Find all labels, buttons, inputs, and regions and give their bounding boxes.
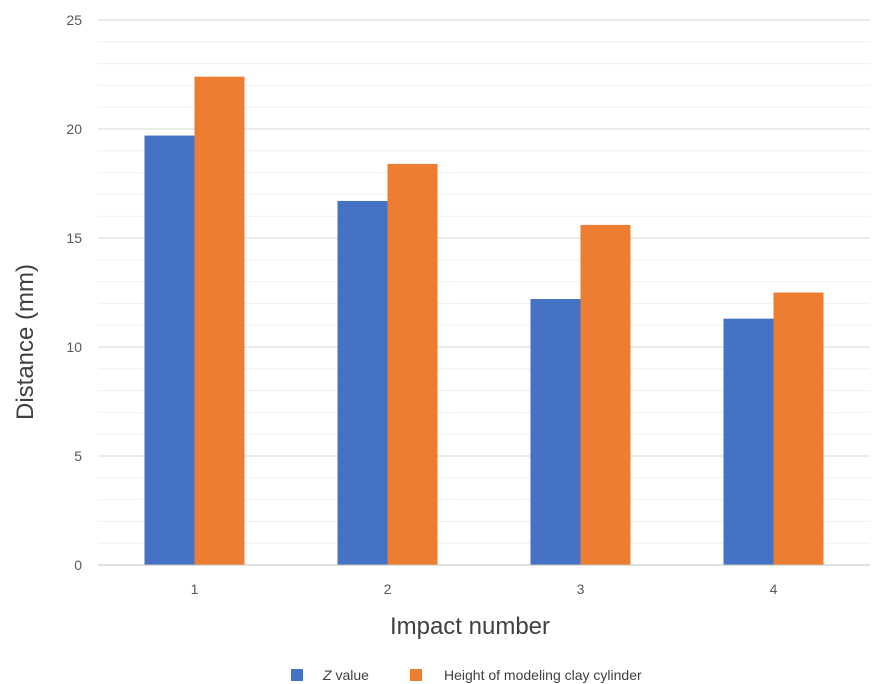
bar-series-2-cat-1 xyxy=(194,76,245,566)
bars xyxy=(144,76,824,566)
legend-swatch-z-value xyxy=(291,669,303,681)
x-tick-label: 1 xyxy=(191,581,199,597)
x-tick-label: 3 xyxy=(577,581,585,597)
bar-series-1-cat-1 xyxy=(144,135,195,566)
legend: Z value Height of modeling clay cylinder xyxy=(291,667,642,683)
y-axis-title: Distance (mm) xyxy=(12,264,39,420)
legend-label-height: Height of modeling clay cylinder xyxy=(444,667,642,683)
y-tick-label: 10 xyxy=(66,339,82,355)
x-tick-label: 2 xyxy=(384,581,392,597)
bar-series-1-cat-4 xyxy=(723,318,774,565)
y-tick-label: 20 xyxy=(66,121,82,137)
y-tick-label: 0 xyxy=(74,557,82,573)
bar-series-2-cat-3 xyxy=(580,224,631,566)
x-tick-label: 4 xyxy=(770,581,778,597)
legend-swatch-height xyxy=(410,669,422,681)
x-axis-title: Impact number xyxy=(390,613,550,640)
bar-series-2-cat-2 xyxy=(387,163,438,565)
legend-label-z-value: Z value xyxy=(322,667,369,683)
y-tick-label: 15 xyxy=(66,230,82,246)
bar-series-1-cat-3 xyxy=(530,299,581,565)
legend-label-z-rest: value xyxy=(332,667,370,683)
y-tick-label: 25 xyxy=(66,12,82,28)
axes: 0 5 10 15 20 25 1 2 3 4 xyxy=(66,12,870,597)
bar-series-2-cat-4 xyxy=(773,292,824,565)
legend-label-z-italic: Z xyxy=(322,667,332,683)
bar-series-1-cat-2 xyxy=(337,200,388,565)
y-tick-label: 5 xyxy=(74,448,82,464)
